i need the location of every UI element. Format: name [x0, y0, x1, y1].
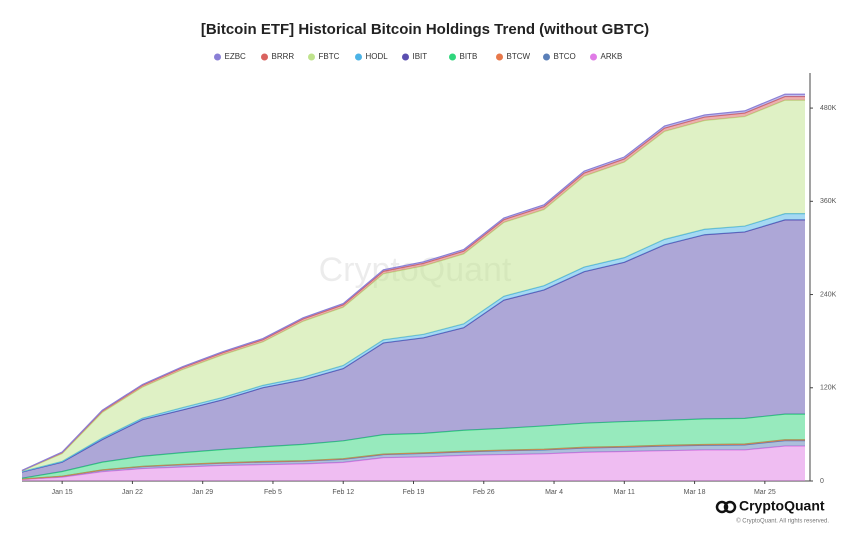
logo-mark: [715, 500, 729, 514]
legend-marker: [261, 53, 268, 61]
x-tick-label: Mar 18: [684, 489, 706, 496]
legend-marker: [308, 53, 315, 61]
x-tick-label: Jan 29: [192, 489, 213, 496]
legend-marker: [402, 53, 409, 61]
legend-label: IBIT: [413, 52, 428, 61]
area-top-line: [21, 93, 805, 471]
logo-mark: [723, 500, 737, 514]
area: [22, 414, 805, 479]
area: [22, 100, 805, 472]
footer-logo: [715, 500, 737, 514]
legend-label: BTCO: [554, 52, 576, 61]
footer-copyright: © CryptoQuant. All rights reserved.: [736, 518, 829, 525]
x-tick-label: Jan 15: [52, 489, 73, 496]
area: [22, 219, 805, 479]
legend-marker: [355, 53, 362, 61]
x-tick-label: Feb 12: [332, 489, 354, 496]
y-tick-label: 360K: [820, 198, 837, 205]
legend-label: BTCW: [507, 52, 531, 61]
legend-label: ARKB: [601, 52, 623, 61]
legend-label: FBTC: [319, 52, 340, 61]
x-tick-label: Feb 5: [264, 489, 282, 496]
legend-label: BITB: [460, 52, 478, 61]
legend-label: HODL: [366, 52, 389, 61]
legend-marker: [496, 53, 503, 61]
y-tick-label: 480K: [820, 105, 837, 112]
legend-marker: [449, 53, 456, 61]
y-tick-label: 240K: [820, 291, 837, 298]
legend-marker: [214, 53, 221, 61]
legend-marker: [543, 53, 550, 61]
x-tick-label: Jan 22: [122, 489, 143, 496]
chart-title: [Bitcoin ETF] Historical Bitcoin Holding…: [201, 21, 649, 38]
x-tick-label: Mar 4: [545, 489, 563, 496]
y-tick-label: 0: [820, 478, 824, 485]
x-tick-label: Feb 26: [473, 489, 495, 496]
x-tick-label: Feb 19: [403, 489, 425, 496]
legend-marker: [590, 53, 597, 61]
footer-brand: CryptoQuant: [739, 498, 825, 514]
legend-label: BRRR: [272, 52, 295, 61]
x-tick-label: Mar 25: [754, 489, 776, 496]
y-tick-label: 120K: [820, 385, 837, 392]
x-tick-label: Mar 11: [614, 489, 635, 496]
legend-label: EZBC: [225, 52, 247, 61]
area: [22, 440, 805, 480]
area: [22, 446, 805, 481]
